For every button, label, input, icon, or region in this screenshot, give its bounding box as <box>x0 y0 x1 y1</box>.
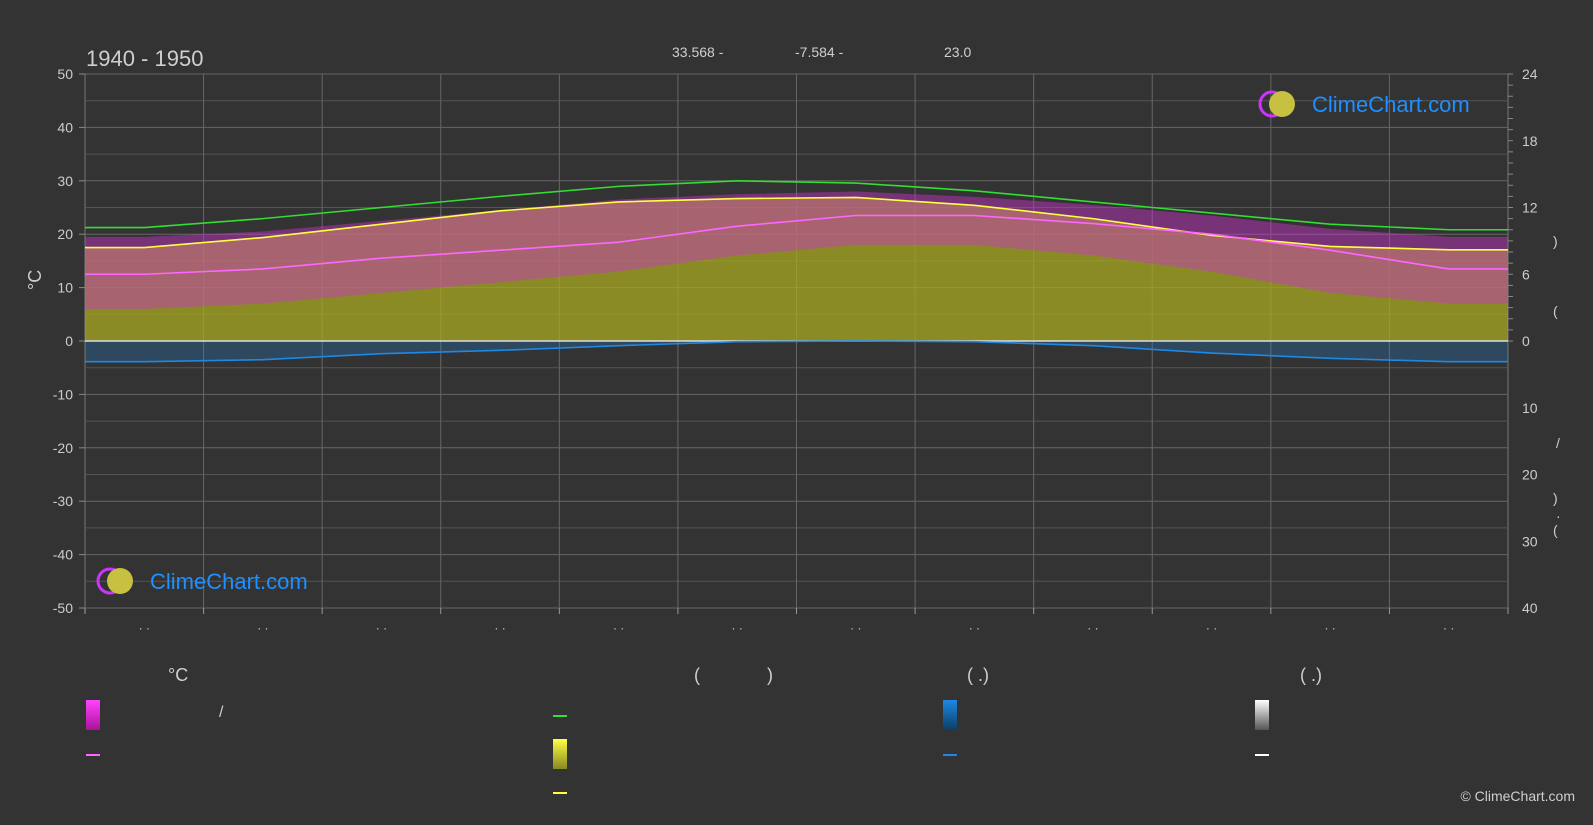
copyright: © ClimeChart.com <box>1460 788 1575 804</box>
y2-axis-ticks: 24 18 12 6 0 10 20 30 40 <box>1508 66 1538 616</box>
legend-swatch-sunshine <box>553 739 567 769</box>
longitude-label: -7.584 - <box>795 44 844 60</box>
y-tick-label: -20 <box>53 440 73 456</box>
right-axis-paren-close: ) <box>1553 233 1558 249</box>
y2-tick-label-sun: 24 <box>1522 66 1538 82</box>
y-tick-label: 10 <box>57 280 73 296</box>
y2-tick-label-rain: 10 <box>1522 400 1538 416</box>
y-tick-label: 20 <box>57 226 73 242</box>
x-tick-label: · · <box>613 621 624 635</box>
right-axis-paren-close-2: ) <box>1553 490 1558 506</box>
legend-swatch-snow-mean <box>1255 754 1269 756</box>
daylight-line <box>85 179 1508 231</box>
x-tick-label: · · <box>139 621 150 635</box>
chart-title: 1940 - 1950 <box>86 46 204 71</box>
x-tick-label: · · <box>1206 621 1217 635</box>
temperature-mean-line <box>85 214 1508 276</box>
y2-tick-label-rain: 30 <box>1522 533 1538 549</box>
legend-swatch-temp-range <box>86 700 100 730</box>
x-tick-label: · · <box>850 621 861 635</box>
legend-heading-snow: ( .) <box>1300 665 1322 685</box>
elevation-label: 23.0 <box>944 44 972 60</box>
y-tick-label: 50 <box>57 66 73 82</box>
y2-tick-label-sun: 12 <box>1522 200 1538 216</box>
y-tick-label: -10 <box>53 386 73 402</box>
chart-areas <box>85 191 1508 362</box>
x-tick-label: · · <box>494 621 505 635</box>
y2-tick-label-sun: 0 <box>1522 333 1530 349</box>
chart-lines <box>85 179 1508 363</box>
left-axis-label: °C <box>25 269 45 290</box>
rain-area <box>85 341 1508 362</box>
right-axis-dot: · <box>1556 508 1561 524</box>
temperature-range-area <box>85 191 1508 309</box>
x-tick-label: · · <box>1087 621 1098 635</box>
sunshine-area <box>85 197 1508 341</box>
y-tick-label: 30 <box>57 173 73 189</box>
x-tick-label: · · <box>1443 621 1454 635</box>
x-tick-label: · · <box>1324 621 1335 635</box>
y2-tick-label-sun: 6 <box>1522 266 1530 282</box>
x-axis-ticks: · · · · · · · · · · · · · · · · · · · · · · · · <box>84 608 1509 635</box>
y-axis-ticks: 50 40 30 20 10 0 -10 -20 -30 -40 -50 <box>53 66 85 616</box>
latitude-label: 33.568 - <box>672 44 724 60</box>
x-tick-label: · · <box>969 621 980 635</box>
rain-mean-line <box>85 340 1508 363</box>
right-axis-paren-open: ( <box>1553 303 1558 319</box>
x-tick-label: · · <box>732 621 743 635</box>
legend-swatch-temp-mean <box>86 754 100 756</box>
legend-heading-sun-close: ) <box>767 665 773 685</box>
legend-swatch-daylight <box>553 715 567 717</box>
legend-heading-temp: °C <box>168 665 189 685</box>
climechart-logo-icon <box>96 567 133 595</box>
y-tick-label: -30 <box>53 493 73 509</box>
y-tick-label: -40 <box>53 547 73 563</box>
legend-swatch-sunshine-mean <box>553 792 567 794</box>
x-tick-label: · · <box>257 621 268 635</box>
legend-swatch-snow <box>1255 700 1269 730</box>
logo-text: ClimeChart.com <box>150 569 308 594</box>
legend-slash: / <box>219 704 224 721</box>
climechart-logo-icon <box>1258 90 1295 118</box>
logo-text: ClimeChart.com <box>1312 92 1470 117</box>
y-tick-label: -50 <box>53 600 73 616</box>
y2-tick-label-sun: 18 <box>1522 133 1538 149</box>
right-axis-paren-open-2: ( <box>1553 522 1558 538</box>
y-tick-label: 40 <box>57 119 73 135</box>
legend-swatch-rain <box>943 700 957 730</box>
legend-heading-rain: ( .) <box>967 665 989 685</box>
y2-tick-label-rain: 40 <box>1522 600 1538 616</box>
sunshine-line <box>85 196 1508 251</box>
y-tick-label: 0 <box>65 333 73 349</box>
y2-tick-label-rain: 20 <box>1522 467 1538 483</box>
right-axis-slash: / <box>1556 435 1560 451</box>
legend-heading-sun-open: ( <box>694 665 700 685</box>
legend-swatch-rain-mean <box>943 754 957 756</box>
x-tick-label: · · <box>376 621 387 635</box>
